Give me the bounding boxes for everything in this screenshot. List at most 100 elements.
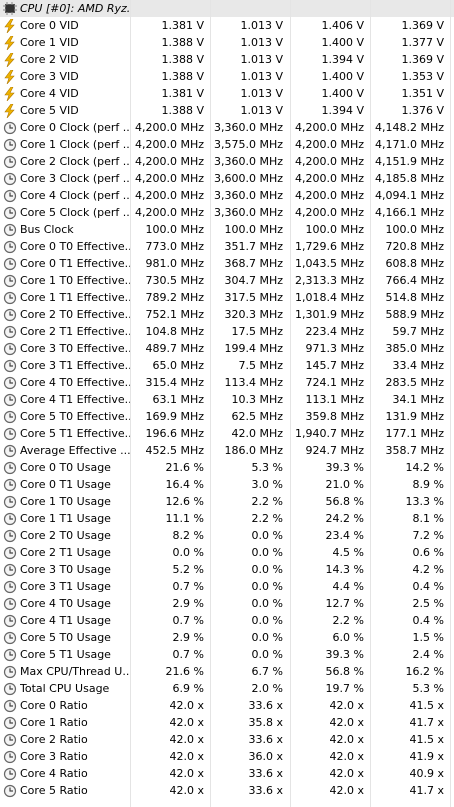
group-header[interactable]: CPU [#0]: AMD Ryz... <box>0 0 454 17</box>
sensor-row[interactable]: Core 4 Clock (perf ... 4,200.0 MHz 3,360.0… <box>0 187 454 204</box>
sensor-value: 41.5 x <box>409 733 445 746</box>
sensor-value: 320.3 MHz <box>224 308 283 321</box>
sensor-value: 1.013 V <box>240 19 283 32</box>
sensor-row[interactable]: Core 3 VID 1.388 V 1.013 V 1.400 V 1.353 V <box>0 68 454 85</box>
sensor-row[interactable]: Core 5 Clock (perf ... 4,200.0 MHz 3,360.0… <box>0 204 454 221</box>
sensor-row[interactable]: Core 4 Ratio 42.0 x 33.6 x 42.0 x 40.9 x <box>0 765 454 782</box>
sensor-row[interactable]: Core 3 Clock (perf ... 4,200.0 MHz 3,600.0… <box>0 170 454 187</box>
sensor-row[interactable]: Core 3 T0 Usage 5.2 % 0.0 % 14.3 % 4.2 % <box>0 561 454 578</box>
chip-icon <box>3 2 17 15</box>
sensor-row[interactable]: Core 0 T0 Usage 21.6 % 5.3 % 39.3 % 14.2 % <box>0 459 454 476</box>
sensor-row[interactable]: Average Effective ... 452.5 MHz 186.0 MHz 9… <box>0 442 454 459</box>
sensor-label: Core 2 Ratio <box>20 733 88 746</box>
sensor-row[interactable]: Core 3 T1 Usage 0.7 % 0.0 % 4.4 % 0.4 % <box>0 578 454 595</box>
clock-icon <box>3 682 17 696</box>
sensor-value: 196.6 MHz <box>145 427 204 440</box>
sensor-row[interactable]: Core 2 Ratio 42.0 x 33.6 x 42.0 x 41.5 x <box>0 731 454 748</box>
sensor-value: 131.9 MHz <box>385 410 444 423</box>
sensor-value: 12.7 % <box>325 597 364 610</box>
sensor-value: 971.3 MHz <box>305 342 364 355</box>
sensor-row[interactable]: Core 1 T0 Usage 12.6 % 2.2 % 56.8 % 13.3 % <box>0 493 454 510</box>
sensor-row[interactable]: Core 4 T0 Usage 2.9 % 0.0 % 12.7 % 2.5 % <box>0 595 454 612</box>
sensor-label: Core 4 Clock (perf ... <box>20 189 130 202</box>
sensor-row[interactable]: Core 0 T0 Effective... 773.0 MHz 351.7 MHz… <box>0 238 454 255</box>
clock-icon <box>3 376 17 390</box>
sensor-row[interactable]: Core 1 T1 Effective... 789.2 MHz 317.5 MHz… <box>0 289 454 306</box>
sensor-value: 351.7 MHz <box>224 240 283 253</box>
sensor-value: 42.0 x <box>329 767 365 780</box>
sensor-row[interactable]: Core 5 T0 Effective... 169.9 MHz 62.5 MHz 3… <box>0 408 454 425</box>
sensor-value: 0.0 % <box>251 648 283 661</box>
sensor-value: 1.394 V <box>321 104 364 117</box>
sensor-value: 1.353 V <box>401 70 444 83</box>
sensor-row[interactable]: Max CPU/Thread U... 21.6 % 6.7 % 56.8 % 16.2… <box>0 663 454 680</box>
sensor-value: 4,094.1 MHz <box>374 189 444 202</box>
clock-icon <box>3 716 17 730</box>
sensor-value: 8.1 % <box>412 512 444 525</box>
sensor-row[interactable]: Core 2 T0 Effective... 752.1 MHz 320.3 MHz… <box>0 306 454 323</box>
sensor-row[interactable]: Core 2 Clock (perf ... 4,200.0 MHz 3,360.0… <box>0 153 454 170</box>
sensor-label: Core 3 T0 Effective... <box>20 342 130 355</box>
sensor-row[interactable]: Core 3 Ratio 42.0 x 36.0 x 42.0 x 41.9 x <box>0 748 454 765</box>
sensor-value: 752.1 MHz <box>145 308 204 321</box>
sensor-row[interactable]: Core 4 VID 1.381 V 1.013 V 1.400 V 1.351 V <box>0 85 454 102</box>
sensor-label: Core 0 Ratio <box>20 699 88 712</box>
sensor-value: 56.8 % <box>325 665 364 678</box>
sensor-value: 3,600.0 MHz <box>213 172 283 185</box>
sensor-label: Core 2 T0 Usage <box>20 529 111 542</box>
sensor-row[interactable]: Core 0 T1 Usage 16.4 % 3.0 % 21.0 % 8.9 % <box>0 476 454 493</box>
sensor-row[interactable]: Core 4 T0 Effective... 315.4 MHz 113.4 MHz… <box>0 374 454 391</box>
sensor-label: Core 3 T0 Usage <box>20 563 111 576</box>
sensor-row[interactable]: Total CPU Usage 6.9 % 2.0 % 19.7 % 5.3 % <box>0 680 454 697</box>
sensor-value: 42.0 x <box>169 733 205 746</box>
sensor-value: 42.0 x <box>169 767 205 780</box>
sensor-row[interactable]: Core 0 Clock (perf ... 4,200.0 MHz 3,360.0… <box>0 119 454 136</box>
sensor-row[interactable]: Core 0 T1 Effective... 981.0 MHz 368.7 MHz… <box>0 255 454 272</box>
sensor-value: 315.4 MHz <box>145 376 204 389</box>
sensor-value: 36.0 x <box>248 750 284 763</box>
sensor-row[interactable]: Core 3 T0 Effective... 489.7 MHz 199.4 MHz… <box>0 340 454 357</box>
sensor-row[interactable]: Core 2 T1 Usage 0.0 % 0.0 % 4.5 % 0.6 % <box>0 544 454 561</box>
sensor-label: Core 5 T1 Usage <box>20 648 111 661</box>
sensor-value: 0.0 % <box>251 580 283 593</box>
sensor-row[interactable]: Core 5 T1 Usage 0.7 % 0.0 % 39.3 % 2.4 % <box>0 646 454 663</box>
sensor-row[interactable]: Core 2 VID 1.388 V 1.013 V 1.394 V 1.369 V <box>0 51 454 68</box>
sensor-row[interactable]: Core 5 VID 1.388 V 1.013 V 1.394 V 1.376 V <box>0 102 454 119</box>
sensor-value: 4,200.0 MHz <box>294 155 364 168</box>
sensor-value: 16.4 % <box>165 478 204 491</box>
sensor-row[interactable]: Core 0 VID 1.381 V 1.013 V 1.406 V 1.369 V <box>0 17 454 34</box>
clock-icon <box>3 257 17 271</box>
clock-icon <box>3 291 17 305</box>
sensor-row[interactable]: Core 1 Clock (perf ... 4,200.0 MHz 3,575.0… <box>0 136 454 153</box>
sensor-value: 3,360.0 MHz <box>213 155 283 168</box>
clock-icon <box>3 342 17 356</box>
sensor-label: Core 1 T1 Effective... <box>20 291 130 304</box>
sensor-label: Core 3 Clock (perf ... <box>20 172 130 185</box>
sensor-row[interactable]: Core 5 Ratio 42.0 x 33.6 x 42.0 x 41.7 x <box>0 782 454 799</box>
sensor-label: Core 2 VID <box>20 53 79 66</box>
sensor-row[interactable]: Bus Clock 100.0 MHz 100.0 MHz 100.0 MHz 100.… <box>0 221 454 238</box>
sensor-label: Core 2 T1 Usage <box>20 546 111 559</box>
sensor-value: 10.3 MHz <box>231 393 283 406</box>
clock-icon <box>3 580 17 594</box>
sensor-row[interactable]: Core 1 Ratio 42.0 x 35.8 x 42.0 x 41.7 x <box>0 714 454 731</box>
sensor-row[interactable]: Core 2 T1 Effective... 104.8 MHz 17.5 MHz 2… <box>0 323 454 340</box>
sensor-value: 730.5 MHz <box>145 274 204 287</box>
sensor-row[interactable]: Core 4 T1 Effective... 63.1 MHz 10.3 MHz 11… <box>0 391 454 408</box>
sensor-row[interactable]: Core 1 T1 Usage 11.1 % 2.2 % 24.2 % 8.1 % <box>0 510 454 527</box>
sensor-row[interactable]: Core 0 Ratio 42.0 x 33.6 x 42.0 x 41.5 x <box>0 697 454 714</box>
sensor-row[interactable]: Core 3 T1 Effective... 65.0 MHz 7.5 MHz 145… <box>0 357 454 374</box>
sensor-row[interactable]: Core 1 VID 1.388 V 1.013 V 1.400 V 1.377 V <box>0 34 454 51</box>
sensor-value: 1.388 V <box>161 70 204 83</box>
sensor-row[interactable]: Core 5 T0 Usage 2.9 % 0.0 % 6.0 % 1.5 % <box>0 629 454 646</box>
sensor-row[interactable]: Core 1 T0 Effective... 730.5 MHz 304.7 MHz… <box>0 272 454 289</box>
sensor-row[interactable]: Core 5 T1 Effective... 196.6 MHz 42.0 MHz 1… <box>0 425 454 442</box>
sensor-value: 21.6 % <box>165 665 204 678</box>
sensor-label: Core 0 Clock (perf ... <box>20 121 130 134</box>
sensor-value: 368.7 MHz <box>224 257 283 270</box>
sensor-row[interactable]: Core 2 T0 Usage 8.2 % 0.0 % 23.4 % 7.2 % <box>0 527 454 544</box>
sensor-row[interactable]: Core 4 T1 Usage 0.7 % 0.0 % 2.2 % 0.4 % <box>0 612 454 629</box>
sensor-value: 1.351 V <box>401 87 444 100</box>
sensor-value: 2.9 % <box>172 597 204 610</box>
sensor-value: 0.4 % <box>412 580 444 593</box>
